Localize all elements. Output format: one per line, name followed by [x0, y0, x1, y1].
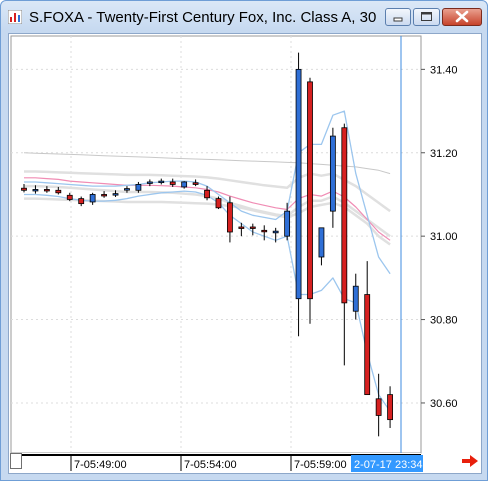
window-title: S.FOXA - Twenty-First Century Fox, Inc. … [29, 9, 379, 26]
minimize-button[interactable] [385, 8, 411, 26]
y-tick-label: 30.60 [430, 398, 458, 410]
title-bar[interactable]: S.FOXA - Twenty-First Century Fox, Inc. … [1, 1, 487, 33]
envelope-upper-line [24, 110, 391, 275]
candle-body [284, 210, 291, 237]
candle-body [307, 81, 313, 300]
time-scroll-thumb[interactable] [10, 453, 22, 469]
arrow-right-icon[interactable] [460, 453, 480, 469]
y-tick-label: 30.80 [430, 315, 458, 327]
candle-body [169, 181, 176, 185]
price-chart[interactable]: 31.40 31.20 31.00 30.80 30.60 7-05:49:00 7-05:… [9, 34, 481, 473]
candle-body [78, 198, 85, 205]
cursor-time-label: 2-07-17 23:34:00 [354, 459, 438, 471]
plot-frame [10, 35, 422, 454]
maximize-icon [421, 12, 432, 21]
candle-body [204, 189, 210, 199]
minimize-icon [393, 17, 403, 22]
x-tick-label: 7-05:54:00 [184, 459, 237, 471]
candle-body [32, 189, 39, 192]
x-tick-label: 7-05:49:00 [74, 459, 127, 471]
x-tick-label: 7-05:59:00 [294, 459, 347, 471]
time-axis [11, 453, 421, 473]
candle-body [329, 135, 336, 212]
chart-app-icon [8, 10, 22, 24]
chart-area[interactable]: 31.40 31.20 31.00 30.80 30.60 7-05:49:00 7-05:… [8, 33, 482, 474]
candle-body [249, 226, 256, 229]
upper-band-inner-line [24, 170, 391, 213]
candle-body [158, 180, 165, 184]
upper-band-outer-line [23, 152, 391, 175]
candle-body [181, 181, 188, 188]
candle-body [318, 227, 325, 258]
candle-body [21, 187, 27, 191]
candle-body [135, 184, 142, 191]
candle-body [146, 181, 153, 184]
candle-body [192, 182, 199, 185]
candle-body [43, 189, 50, 192]
candle-body [55, 189, 62, 194]
candle-body [387, 394, 393, 421]
candle-body [261, 229, 268, 233]
candle-body [227, 202, 233, 233]
candle-body [352, 285, 359, 312]
candle-body [112, 193, 119, 196]
y-tick-label: 31.40 [430, 64, 458, 76]
maximize-button[interactable] [413, 8, 440, 26]
candle-body [101, 194, 107, 197]
y-tick-label: 31.20 [430, 148, 458, 160]
candle-body [238, 226, 245, 229]
candle-body [364, 294, 371, 396]
close-button[interactable] [442, 8, 482, 26]
candle-body [341, 127, 348, 304]
candle-body [272, 230, 279, 234]
candle-body [375, 398, 382, 416]
y-tick-label: 31.00 [430, 231, 458, 243]
candle-body [124, 188, 130, 191]
candle-body [215, 198, 222, 209]
cursor-time-label-bg [351, 455, 423, 472]
candle-body [89, 194, 96, 203]
candle-body [66, 194, 73, 200]
close-icon [455, 10, 469, 23]
candle-body [295, 68, 302, 300]
